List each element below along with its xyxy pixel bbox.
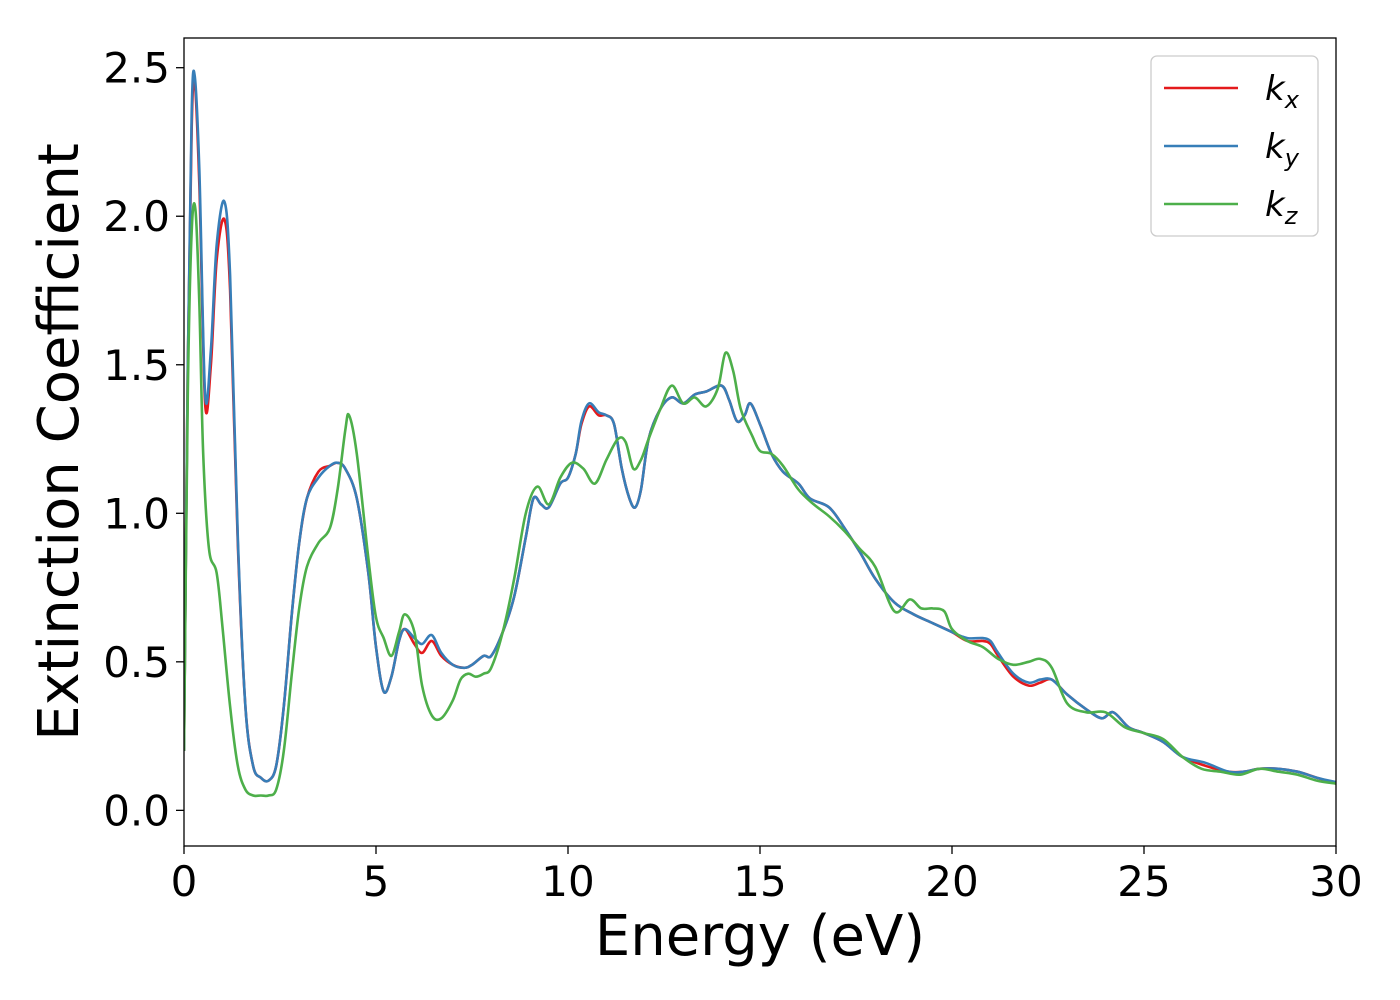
x-axis: 0 5 10 15 20 25 30 (171, 846, 1363, 906)
legend: kx ky kz (1150, 55, 1319, 237)
y-axis-title: Extinction Coefficient (27, 143, 92, 741)
x-axis-title: Energy (eV) (595, 904, 925, 969)
x-tick-label: 15 (733, 857, 786, 906)
plot-lines (184, 69, 1336, 798)
legend-label-y: ky (1265, 127, 1300, 172)
legend-label-z: kz (1265, 185, 1299, 230)
x-tick-label: 5 (363, 857, 390, 906)
y-tick-label: 1.5 (103, 341, 170, 390)
y-tick-label: 2.5 (103, 44, 170, 93)
y-tick-label: 2.0 (103, 192, 170, 241)
y-tick-label: 1.0 (103, 489, 170, 538)
y-tick-label: 0.0 (103, 786, 170, 835)
x-tick-label: 25 (1117, 857, 1170, 906)
x-tick-label: 20 (925, 857, 978, 906)
x-tick-label: 30 (1309, 857, 1362, 906)
y-tick-label: 0.5 (103, 638, 170, 687)
x-tick-label: 10 (541, 857, 594, 906)
x-tick-label: 0 (171, 857, 198, 906)
y-axis: 0.0 0.5 1.0 1.5 2.0 2.5 (103, 44, 184, 835)
series-line-z (184, 202, 1336, 798)
legend-label-x: kx (1265, 69, 1300, 114)
series-line-y (184, 69, 1336, 784)
